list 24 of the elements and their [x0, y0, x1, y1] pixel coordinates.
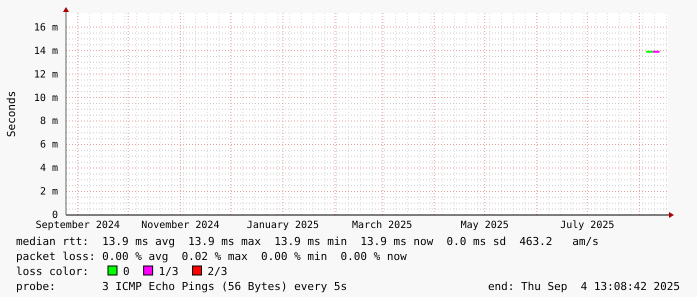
y-axis-title: Seconds [5, 90, 18, 138]
text: end: Thu Sep 4 13:08:42 2025 [488, 280, 680, 293]
y-tick-label: 6 m [40, 140, 58, 151]
x-tick-label: September 2024 [36, 220, 120, 232]
y-tick-label: 14 m [34, 46, 58, 57]
legend-title: loss color: [16, 265, 89, 278]
y-tick-label: 12 m [34, 69, 58, 80]
x-tick-label: January 2025 [246, 220, 320, 232]
y-tick-label: 16 m [34, 22, 58, 34]
legend-label: 1/3 [158, 265, 178, 278]
text: probe: 3 ICMP Echo Pings (56 Bytes) every 5s [16, 280, 348, 293]
y-tick-label: 4 m [40, 163, 58, 174]
text: median rtt: 13.9 ms avg 13.9 ms max 13.9 ms min 13.9 ms now 0.0 ms sd 463.2 am/s [16, 235, 599, 248]
y-tick-label: 0 [52, 210, 58, 222]
y-tick-label: 8 m [40, 116, 58, 128]
x-tick-label: November 2024 [141, 220, 220, 232]
legend-label: 0 [123, 265, 130, 278]
x-tick-label: May 2025 [460, 220, 509, 232]
legend-label: 2/3 [208, 265, 228, 278]
text: packet loss: 0.00 % avg 0.02 % max 0.00 % min 0.00 % now [16, 250, 408, 263]
x-tick-label: July 2025 [560, 220, 614, 232]
y-tick-label: 10 m [34, 92, 58, 104]
y-tick-label: 2 m [40, 186, 58, 198]
x-tick-label: March 2025 [352, 220, 412, 232]
